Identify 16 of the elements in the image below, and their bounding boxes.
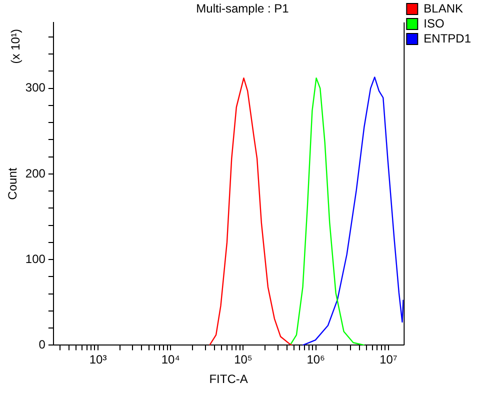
x-tick-label: 10⁶ xyxy=(306,352,326,367)
y-tick-label: 0 xyxy=(38,338,46,352)
y-tick-label: 300 xyxy=(25,80,46,95)
y-axis-title: Count xyxy=(6,167,20,200)
legend-label: ENTPD1 xyxy=(424,31,472,46)
x-axis-title: FITC-A xyxy=(209,372,248,386)
chart-title: Multi-sample : P1 xyxy=(196,2,290,16)
x-tick-label: 10⁷ xyxy=(380,352,398,367)
legend-label: ISO xyxy=(424,16,444,30)
x-tick-label: 10⁴ xyxy=(161,352,180,367)
legend-label: BLANK xyxy=(424,1,464,16)
x-tick-label: 10³ xyxy=(89,352,107,367)
y-tick-label: 100 xyxy=(25,252,46,266)
x-tick-label: 10⁵ xyxy=(234,352,252,367)
text: (x 10¹) xyxy=(8,29,22,64)
y-tick-label: 200 xyxy=(25,166,46,180)
